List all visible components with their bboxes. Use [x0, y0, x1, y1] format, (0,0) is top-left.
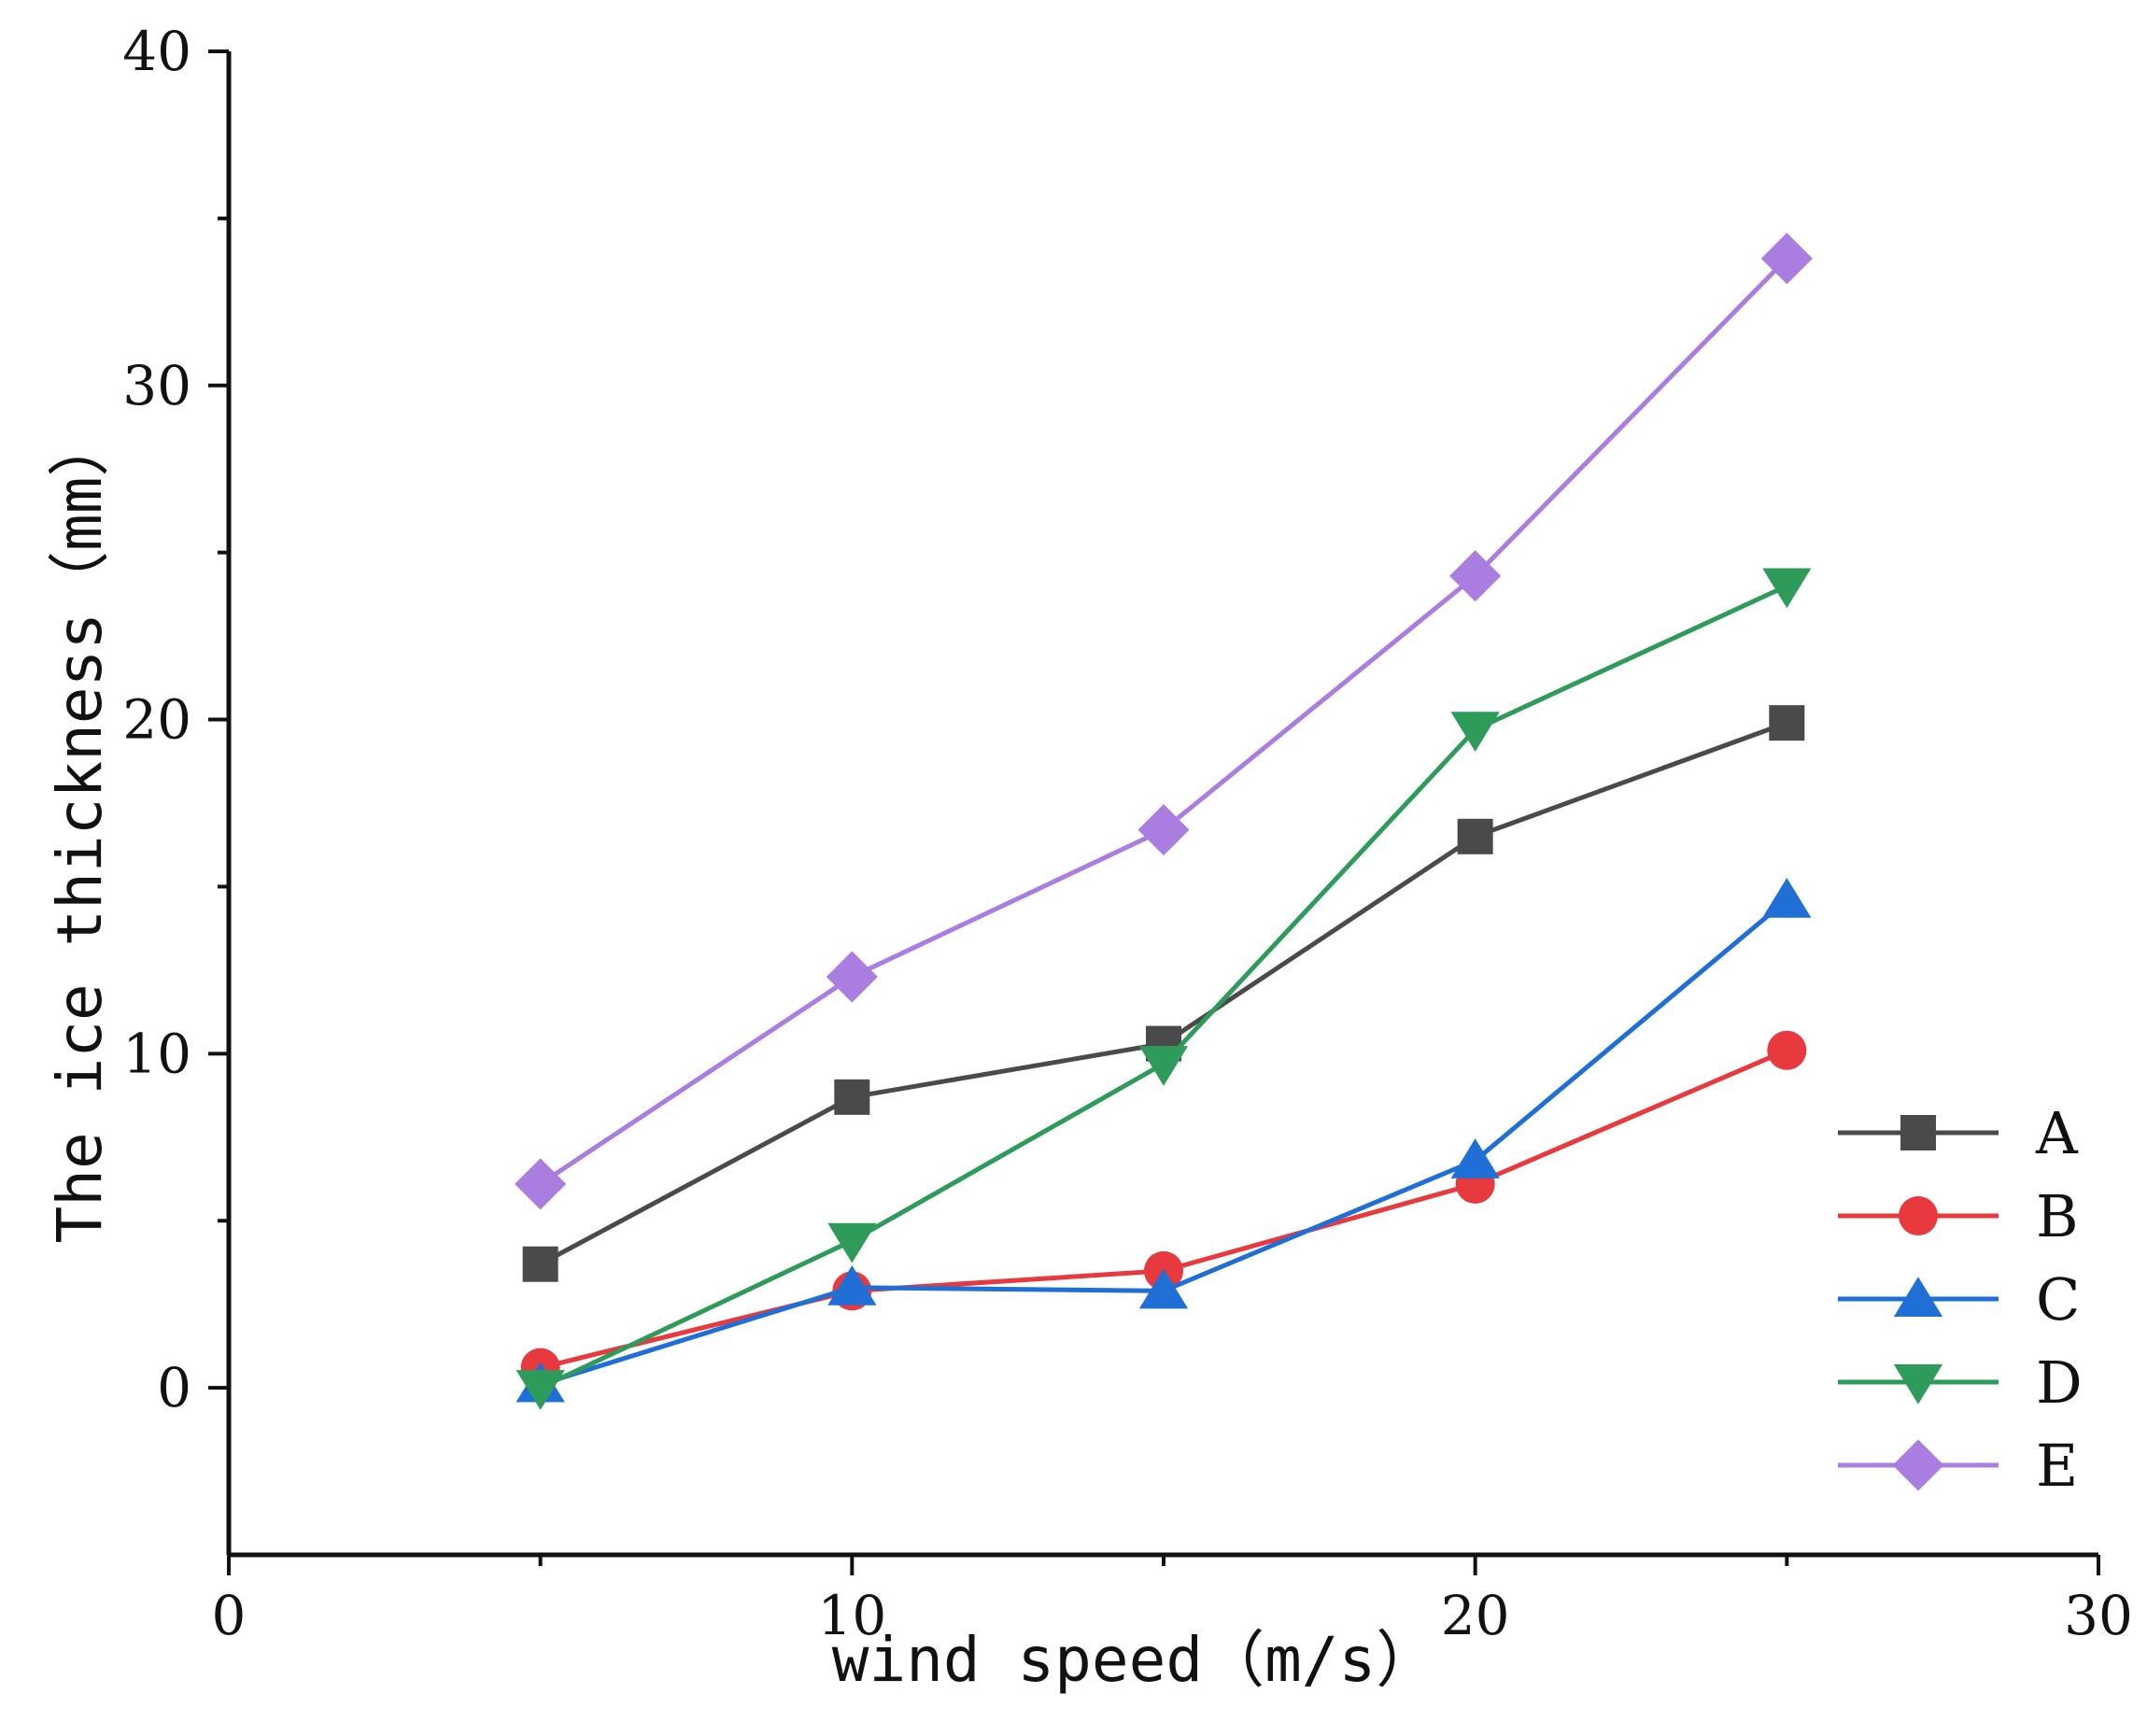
y-tick-label: 10 [122, 1022, 191, 1085]
legend-e-label: E [2036, 1432, 2078, 1500]
axes [226, 51, 2098, 1558]
series-b-line [540, 1048, 1788, 1371]
legend-item-a: A [1838, 1099, 2079, 1167]
series-c-point [1762, 878, 1812, 918]
legend-item-d: D [1838, 1348, 2083, 1417]
legend-item-c: C [1838, 1265, 2080, 1334]
series-d-point [1138, 1046, 1189, 1086]
y-ticks: 0 10 20 30 40 [122, 20, 229, 1419]
legend-b-label: B [2036, 1182, 2079, 1250]
series-e-point [1449, 550, 1502, 602]
series-a-point [522, 1246, 558, 1282]
legend-d-label: D [2036, 1348, 2083, 1417]
series-e [515, 233, 1813, 1210]
y-tick-label: 0 [157, 1356, 191, 1419]
y-axis-title: The ice thickness（mm） [44, 416, 116, 1244]
series-b-point [1767, 1030, 1807, 1070]
x-tick-label: 20 [1441, 1584, 1510, 1647]
series-e-point [826, 951, 878, 1003]
series-e-point [1137, 804, 1190, 856]
y-tick-label: 20 [122, 688, 191, 752]
series-c-line [539, 897, 1788, 1387]
x-ticks: 0 10 20 30 [212, 1555, 2133, 1647]
legend-item-e: E [1838, 1432, 2078, 1500]
x-axis-title: wind speed（m/s） [832, 1624, 1438, 1696]
legend-c-marker [1893, 1277, 1943, 1317]
series-e-point [515, 1158, 567, 1210]
x-tick-label: 30 [2064, 1584, 2133, 1647]
legend-e-marker [1892, 1439, 1944, 1491]
legend-d-marker [1893, 1364, 1943, 1404]
series-d-point [1762, 568, 1812, 609]
series-d-point [516, 1370, 565, 1410]
series-a-point [834, 1079, 870, 1115]
series-d [516, 568, 1812, 1410]
series-d-point [1450, 712, 1500, 753]
legend-c-label: C [2036, 1265, 2080, 1334]
series-d-point [827, 1222, 877, 1263]
series-c-point [1138, 1268, 1189, 1309]
y-tick-label: 30 [122, 354, 191, 417]
series-a-point [1457, 818, 1493, 854]
legend-a-marker [1900, 1115, 1936, 1150]
legend-b-marker [1899, 1196, 1938, 1235]
y-tick-label: 40 [122, 20, 191, 83]
series-e-point [1760, 233, 1813, 285]
series-c-point [827, 1265, 877, 1306]
series-layer [515, 233, 1813, 1410]
x-tick-label: 10 [817, 1584, 886, 1647]
legend-a-label: A [2035, 1099, 2079, 1167]
series-c-point [1450, 1138, 1500, 1179]
legend-item-b: B [1838, 1182, 2079, 1250]
x-tick-label: 0 [212, 1584, 247, 1647]
series-a [522, 705, 1805, 1282]
series-a-point [1769, 705, 1805, 741]
